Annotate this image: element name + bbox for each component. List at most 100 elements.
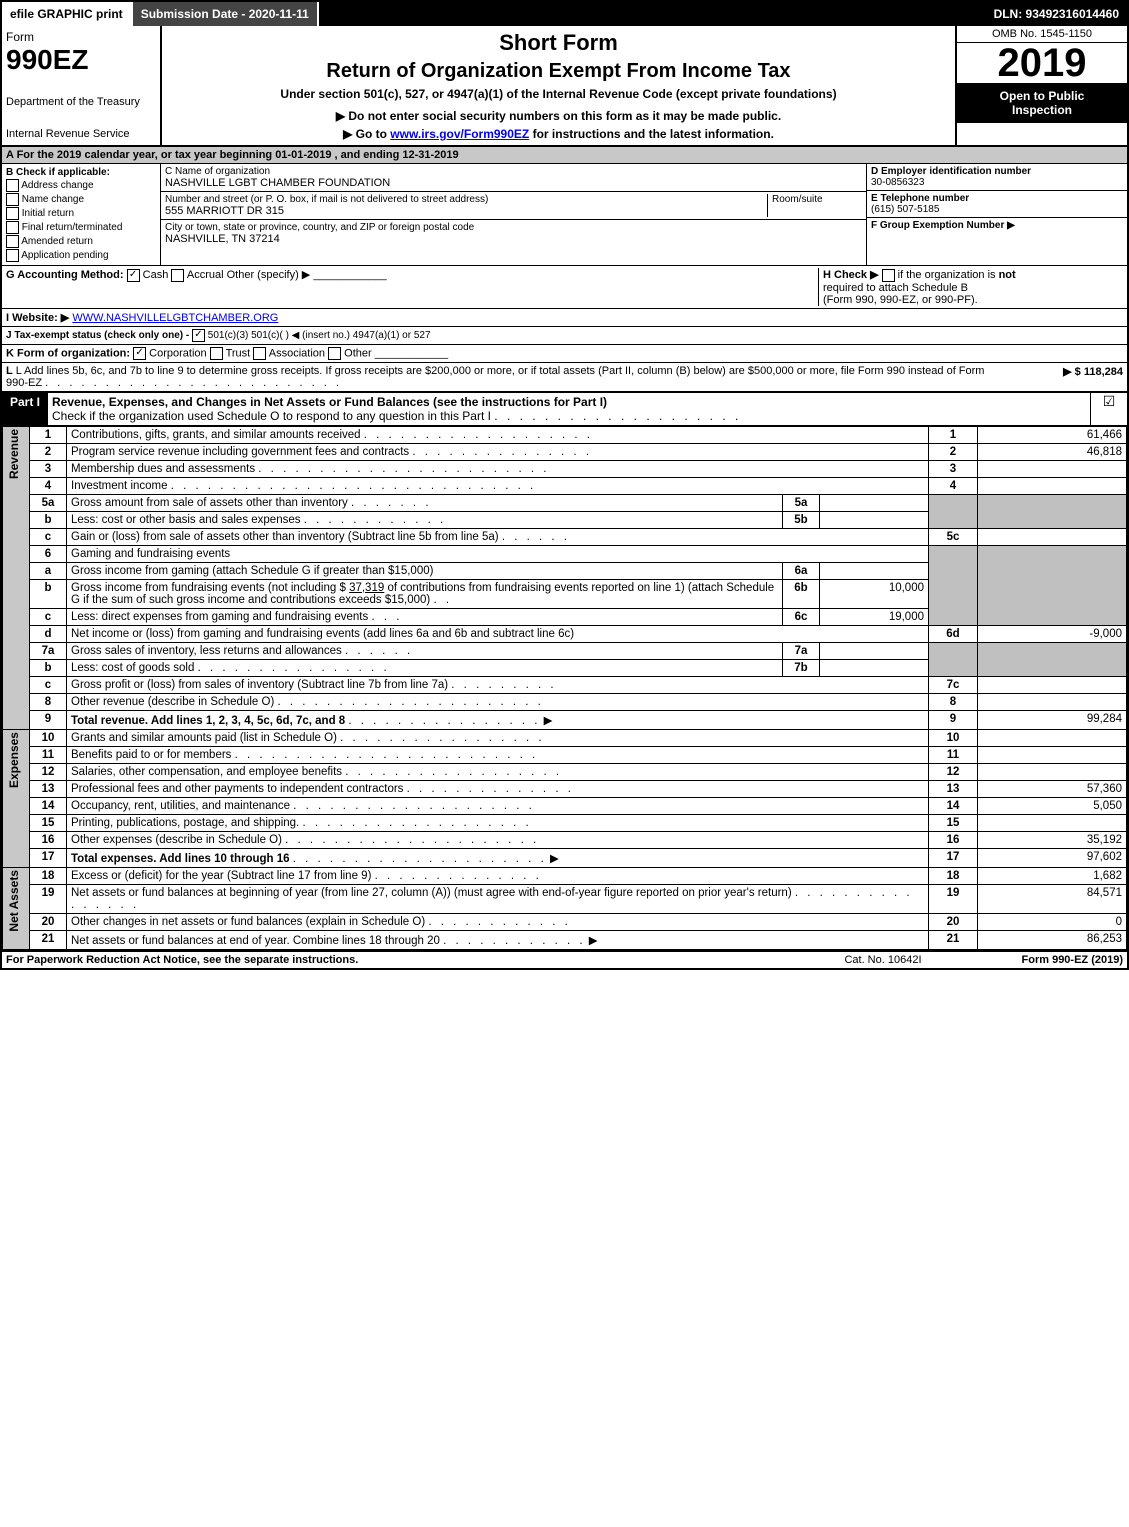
goto-link[interactable]: www.irs.gov/Form990EZ xyxy=(390,127,529,141)
line-18-desc: Excess or (deficit) for the year (Subtra… xyxy=(67,867,929,884)
room-label: Room/suite xyxy=(772,194,862,205)
i-label: I Website: ▶ xyxy=(6,312,69,324)
line-5c-num: 5c xyxy=(929,528,978,545)
line-14-amt: 5,050 xyxy=(978,797,1127,814)
line-6b-subamt: 10,000 xyxy=(820,579,929,608)
line-6-gray-amt xyxy=(978,545,1127,625)
line-9-amt: 99,284 xyxy=(978,710,1127,729)
line-1-desc: Contributions, gifts, grants, and simila… xyxy=(67,426,929,443)
line-15-no: 15 xyxy=(30,814,67,831)
line-13-desc: Professional fees and other payments to … xyxy=(67,780,929,797)
cb-other[interactable] xyxy=(328,347,341,360)
addr-label: Number and street (or P. O. box, if mail… xyxy=(165,194,767,205)
line-6d-num: 6d xyxy=(929,625,978,642)
org-name: NASHVILLE LGBT CHAMBER FOUNDATION xyxy=(165,177,390,189)
line-19-amt: 84,571 xyxy=(978,884,1127,913)
line-5b-no: b xyxy=(30,511,67,528)
line-12-num: 12 xyxy=(929,763,978,780)
line-1-num: 1 xyxy=(929,426,978,443)
under-section: Under section 501(c), 527, or 4947(a)(1)… xyxy=(166,87,951,101)
line-8-num: 8 xyxy=(929,693,978,710)
line-10-desc: Grants and similar amounts paid (list in… xyxy=(67,729,929,746)
cb-cash[interactable] xyxy=(127,269,140,282)
line-6-gray-num xyxy=(929,545,978,625)
line-7b-subno: 7b xyxy=(783,659,820,676)
line-1-amt: 61,466 xyxy=(978,426,1127,443)
efile-label[interactable]: efile GRAPHIC print xyxy=(2,2,133,26)
cb-final-return[interactable]: Final return/terminated xyxy=(6,221,156,234)
line-17-num: 17 xyxy=(929,848,978,867)
line-13-num: 13 xyxy=(929,780,978,797)
cb-trust[interactable] xyxy=(210,347,223,360)
line-21-amt: 86,253 xyxy=(978,930,1127,949)
tax-year: 2019 xyxy=(957,43,1127,83)
footer-catno: Cat. No. 10642I xyxy=(844,954,921,966)
line-4-num: 4 xyxy=(929,477,978,494)
line-21-desc: Net assets or fund balances at end of ye… xyxy=(67,930,929,949)
line-5a-desc: Gross amount from sale of assets other t… xyxy=(67,494,783,511)
header-left: Form 990EZ Department of the Treasury In… xyxy=(2,26,162,145)
line-7a-desc: Gross sales of inventory, less returns a… xyxy=(67,642,783,659)
cb-amended[interactable]: Amended return xyxy=(6,235,156,248)
row-gh: G Accounting Method: Cash Accrual Other … xyxy=(2,266,1127,309)
section-b-title: B Check if applicable: xyxy=(6,167,156,178)
website-link[interactable]: WWW.NASHVILLELGBTCHAMBER.ORG xyxy=(72,312,278,324)
ein-value: 30-0856323 xyxy=(871,177,924,188)
line-6d-amt: -9,000 xyxy=(978,625,1127,642)
line-13-no: 13 xyxy=(30,780,67,797)
line-6b-desc: Gross income from fundraising events (no… xyxy=(67,579,783,608)
cb-name-change[interactable]: Name change xyxy=(6,193,156,206)
cb-501c3[interactable] xyxy=(192,329,205,342)
form-word: Form xyxy=(6,30,156,44)
line-5c-amt xyxy=(978,528,1127,545)
line-10-amt xyxy=(978,729,1127,746)
line-6c-subno: 6c xyxy=(783,608,820,625)
line-5ab-gray-amt xyxy=(978,494,1127,528)
line-19-desc: Net assets or fund balances at beginning… xyxy=(67,884,929,913)
line-3-desc: Membership dues and assessments . . . . … xyxy=(67,460,929,477)
line-11-amt xyxy=(978,746,1127,763)
line-9-desc: Total revenue. Add lines 1, 2, 3, 4, 5c,… xyxy=(67,710,929,729)
line-7c-no: c xyxy=(30,676,67,693)
part1-schedule-o-check[interactable]: ☑ xyxy=(1090,393,1127,425)
cb-app-pending[interactable]: Application pending xyxy=(6,249,156,262)
line-12-no: 12 xyxy=(30,763,67,780)
row-k: K Form of organization: Corporation Trus… xyxy=(2,345,1127,363)
line-2-num: 2 xyxy=(929,443,978,460)
cb-initial-return[interactable]: Initial return xyxy=(6,207,156,220)
ein-label: D Employer identification number xyxy=(871,166,1031,177)
line-6d-desc: Net income or (loss) from gaming and fun… xyxy=(67,625,929,642)
line-7ab-gray xyxy=(929,642,978,676)
line-7b-desc: Less: cost of goods sold . . . . . . . .… xyxy=(67,659,783,676)
cb-address-change[interactable]: Address change xyxy=(6,179,156,192)
line-20-desc: Other changes in net assets or fund bala… xyxy=(67,913,929,930)
addr-value: 555 MARRIOTT DR 315 xyxy=(165,205,284,217)
city-value: NASHVILLE, TN 37214 xyxy=(165,233,280,245)
cb-sched-b[interactable] xyxy=(882,269,895,282)
footer-formno: Form 990-EZ (2019) xyxy=(1022,954,1123,966)
line-20-num: 20 xyxy=(929,913,978,930)
row-j: J Tax-exempt status (check only one) - 5… xyxy=(2,327,1127,345)
line-9-no: 9 xyxy=(30,710,67,729)
line-19-num: 19 xyxy=(929,884,978,913)
cb-association[interactable] xyxy=(253,347,266,360)
city-label: City or town, state or province, country… xyxy=(165,222,862,233)
line-11-no: 11 xyxy=(30,746,67,763)
line-18-no: 18 xyxy=(30,867,67,884)
cb-corporation[interactable] xyxy=(133,347,146,360)
line-11-num: 11 xyxy=(929,746,978,763)
line-7a-no: 7a xyxy=(30,642,67,659)
line-17-amt: 97,602 xyxy=(978,848,1127,867)
line-15-amt xyxy=(978,814,1127,831)
line-20-amt: 0 xyxy=(978,913,1127,930)
line-10-num: 10 xyxy=(929,729,978,746)
open-public: Open to Public Inspection xyxy=(957,83,1127,123)
header-right: OMB No. 1545-1150 2019 Open to Public In… xyxy=(955,26,1127,145)
line-5ab-gray xyxy=(929,494,978,528)
return-title: Return of Organization Exempt From Incom… xyxy=(166,60,951,83)
line-16-desc: Other expenses (describe in Schedule O) … xyxy=(67,831,929,848)
line-8-no: 8 xyxy=(30,693,67,710)
line-3-num: 3 xyxy=(929,460,978,477)
cb-accrual[interactable] xyxy=(171,269,184,282)
section-c: C Name of organization NASHVILLE LGBT CH… xyxy=(161,164,866,265)
